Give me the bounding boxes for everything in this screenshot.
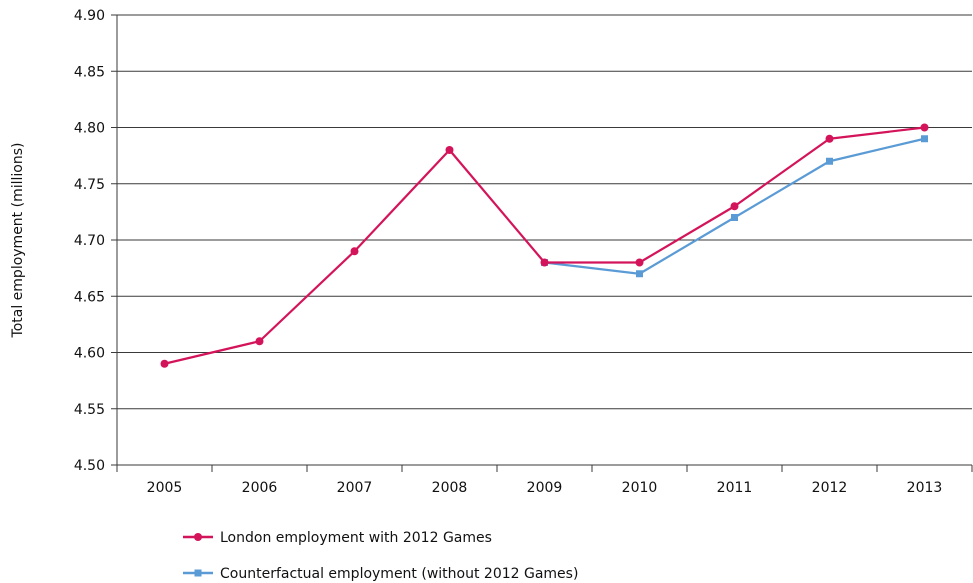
data-point (921, 135, 928, 143)
x-tick-label: 2005 (147, 480, 183, 496)
x-tick-label: 2012 (812, 480, 848, 496)
x-tick-label: 2006 (242, 480, 278, 496)
x-tick-label: 2009 (527, 480, 563, 496)
data-point (445, 146, 454, 154)
legend-item-1: Counterfactual employment (without 2012 … (183, 566, 578, 582)
legend-label: London employment with 2012 Games (220, 530, 492, 546)
x-tick-label: 2011 (717, 480, 753, 496)
x-tick-label: 2013 (907, 480, 943, 496)
x-tick-label: 2010 (622, 480, 658, 496)
x-tick-label: 2007 (337, 480, 373, 496)
series-line (164, 126, 925, 365)
legend: London employment with 2012 Games Counter… (183, 530, 578, 582)
y-tick-label: 4.60 (74, 346, 105, 362)
data-point (826, 157, 833, 165)
y-tick-label: 4.85 (74, 64, 105, 80)
legend-swatch-marker (194, 533, 202, 541)
y-tick-label: 4.80 (74, 121, 105, 137)
data-point (160, 359, 169, 368)
gridlines (117, 14, 972, 466)
axes (116, 15, 972, 466)
data-point (636, 270, 643, 278)
data-point (730, 202, 739, 211)
data-point (635, 258, 644, 267)
data-point (255, 337, 264, 346)
y-tick-label: 4.50 (74, 458, 105, 474)
y-tick-label: 4.70 (74, 233, 105, 249)
x-tick-label: 2008 (432, 480, 468, 496)
data-point (350, 247, 359, 256)
data-point (920, 123, 929, 132)
y-tick-label: 4.90 (74, 8, 105, 24)
series-0 (160, 123, 929, 368)
series-group (160, 123, 929, 368)
y-axis-title: Total employment (millions) (10, 143, 26, 339)
y-tick-label: 4.75 (74, 177, 105, 193)
data-point (540, 258, 549, 267)
legend-label: Counterfactual employment (without 2012 … (220, 566, 578, 582)
x-axis-ticks: 2005 2006 2007 2008 2009 2010 2011 2012 2013 (116, 465, 973, 496)
legend-swatch-marker (194, 569, 202, 577)
y-tick-label: 4.65 (74, 289, 105, 305)
data-point (731, 214, 738, 221)
data-point (825, 134, 834, 143)
legend-item-0: London employment with 2012 Games (183, 530, 492, 546)
y-axis-ticks: 4.50 4.55 4.60 4.65 4.70 4.75 4.80 4.85 4.90 (74, 8, 117, 474)
y-tick-label: 4.55 (74, 402, 105, 418)
